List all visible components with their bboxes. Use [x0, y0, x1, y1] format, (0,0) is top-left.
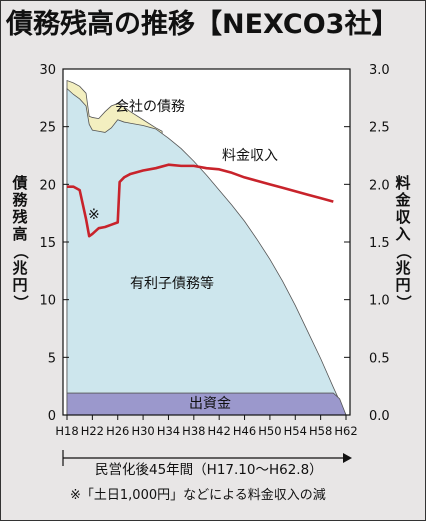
- left-axis-ticks: 0 5 10 15 20 25 30: [39, 63, 69, 424]
- right-tick-label: 0.5: [369, 351, 390, 366]
- right-tick-label: 2.5: [369, 121, 390, 136]
- right-axis-ticks: 0.0 0.5 1.0 1.5 2.0 2.5 3.0: [344, 63, 390, 424]
- left-tick-label: 10: [39, 294, 56, 309]
- area-layer: [66, 79, 347, 416]
- x-tick-label: H26: [106, 424, 129, 438]
- right-tick-label: 2.0: [369, 178, 390, 193]
- axis-label-char: 残: [12, 208, 28, 226]
- right-tick-label: 0.0: [369, 409, 390, 424]
- right-tick-label: 1.5: [369, 236, 390, 251]
- left-tick-label: 20: [39, 178, 56, 193]
- x-tick-label: H38: [182, 424, 205, 438]
- x-tick-label: H34: [157, 424, 180, 438]
- x-tick-label: H18: [55, 424, 78, 438]
- axis-label-char: 兆: [395, 259, 411, 277]
- period-arrow-head: [343, 453, 352, 463]
- axis-label-char: ）: [11, 294, 30, 310]
- right-tick-label: 1.0: [369, 294, 390, 309]
- x-tick-label: H46: [233, 424, 256, 438]
- x-tick-label: H62: [334, 424, 357, 438]
- axis-label-char: 入: [395, 225, 411, 243]
- axis-label-char: 債: [12, 174, 28, 192]
- x-axis-ticks: H18 H22 H26 H30 H34 H38 H42 H46 H50 H54 H58 H62: [55, 415, 358, 438]
- label-other-debt: 有利子債務等: [130, 275, 214, 292]
- axis-label-char: 務: [12, 191, 28, 209]
- label-capital: 出資金: [189, 396, 231, 412]
- axis-label-char: 円: [395, 276, 411, 294]
- label-note-mark: ※: [88, 207, 100, 223]
- x-tick-label: H58: [309, 424, 332, 438]
- axis-label-char: 円: [12, 276, 28, 294]
- line-toll-revenue: [67, 163, 334, 238]
- axis-label-char: （: [394, 243, 413, 259]
- x-tick-label: H54: [284, 424, 307, 438]
- line-layer: [67, 163, 334, 238]
- left-tick-label: 25: [39, 121, 56, 136]
- left-axis-label: 債務残高（兆円）: [10, 175, 30, 311]
- label-toll-revenue: 料金収入: [222, 148, 278, 164]
- label-company-debt: 会社の債務: [115, 99, 185, 115]
- axis-label-char: 収: [395, 208, 411, 226]
- axis-label-char: 高: [12, 225, 28, 243]
- footnote: ※「土日1,000円」などによる料金収入の減: [70, 488, 326, 503]
- left-tick-label: 0: [48, 409, 56, 424]
- axis-label-char: 金: [395, 191, 411, 209]
- axis-label-char: 料: [395, 174, 411, 192]
- axis-label-char: ）: [394, 294, 413, 310]
- axis-label-char: 兆: [12, 259, 28, 277]
- x-tick-label: H30: [131, 424, 154, 438]
- left-tick-label: 15: [39, 236, 56, 251]
- right-tick-label: 3.0: [369, 63, 390, 78]
- x-tick-label: H22: [81, 424, 104, 438]
- axis-label-char: （: [11, 243, 30, 259]
- x-tick-label: H50: [258, 424, 281, 438]
- area-other-debt: [66, 87, 347, 416]
- left-tick-label: 5: [48, 351, 56, 366]
- left-tick-label: 30: [39, 63, 56, 78]
- chart-title: 債務残高の推移【NEXCO3社】: [6, 9, 399, 40]
- x-tick-label: H42: [208, 424, 231, 438]
- right-axis-label: 料金収入（兆円）: [393, 175, 413, 311]
- period-caption: 民営化後45年間（H17.10〜H62.8）: [95, 462, 323, 478]
